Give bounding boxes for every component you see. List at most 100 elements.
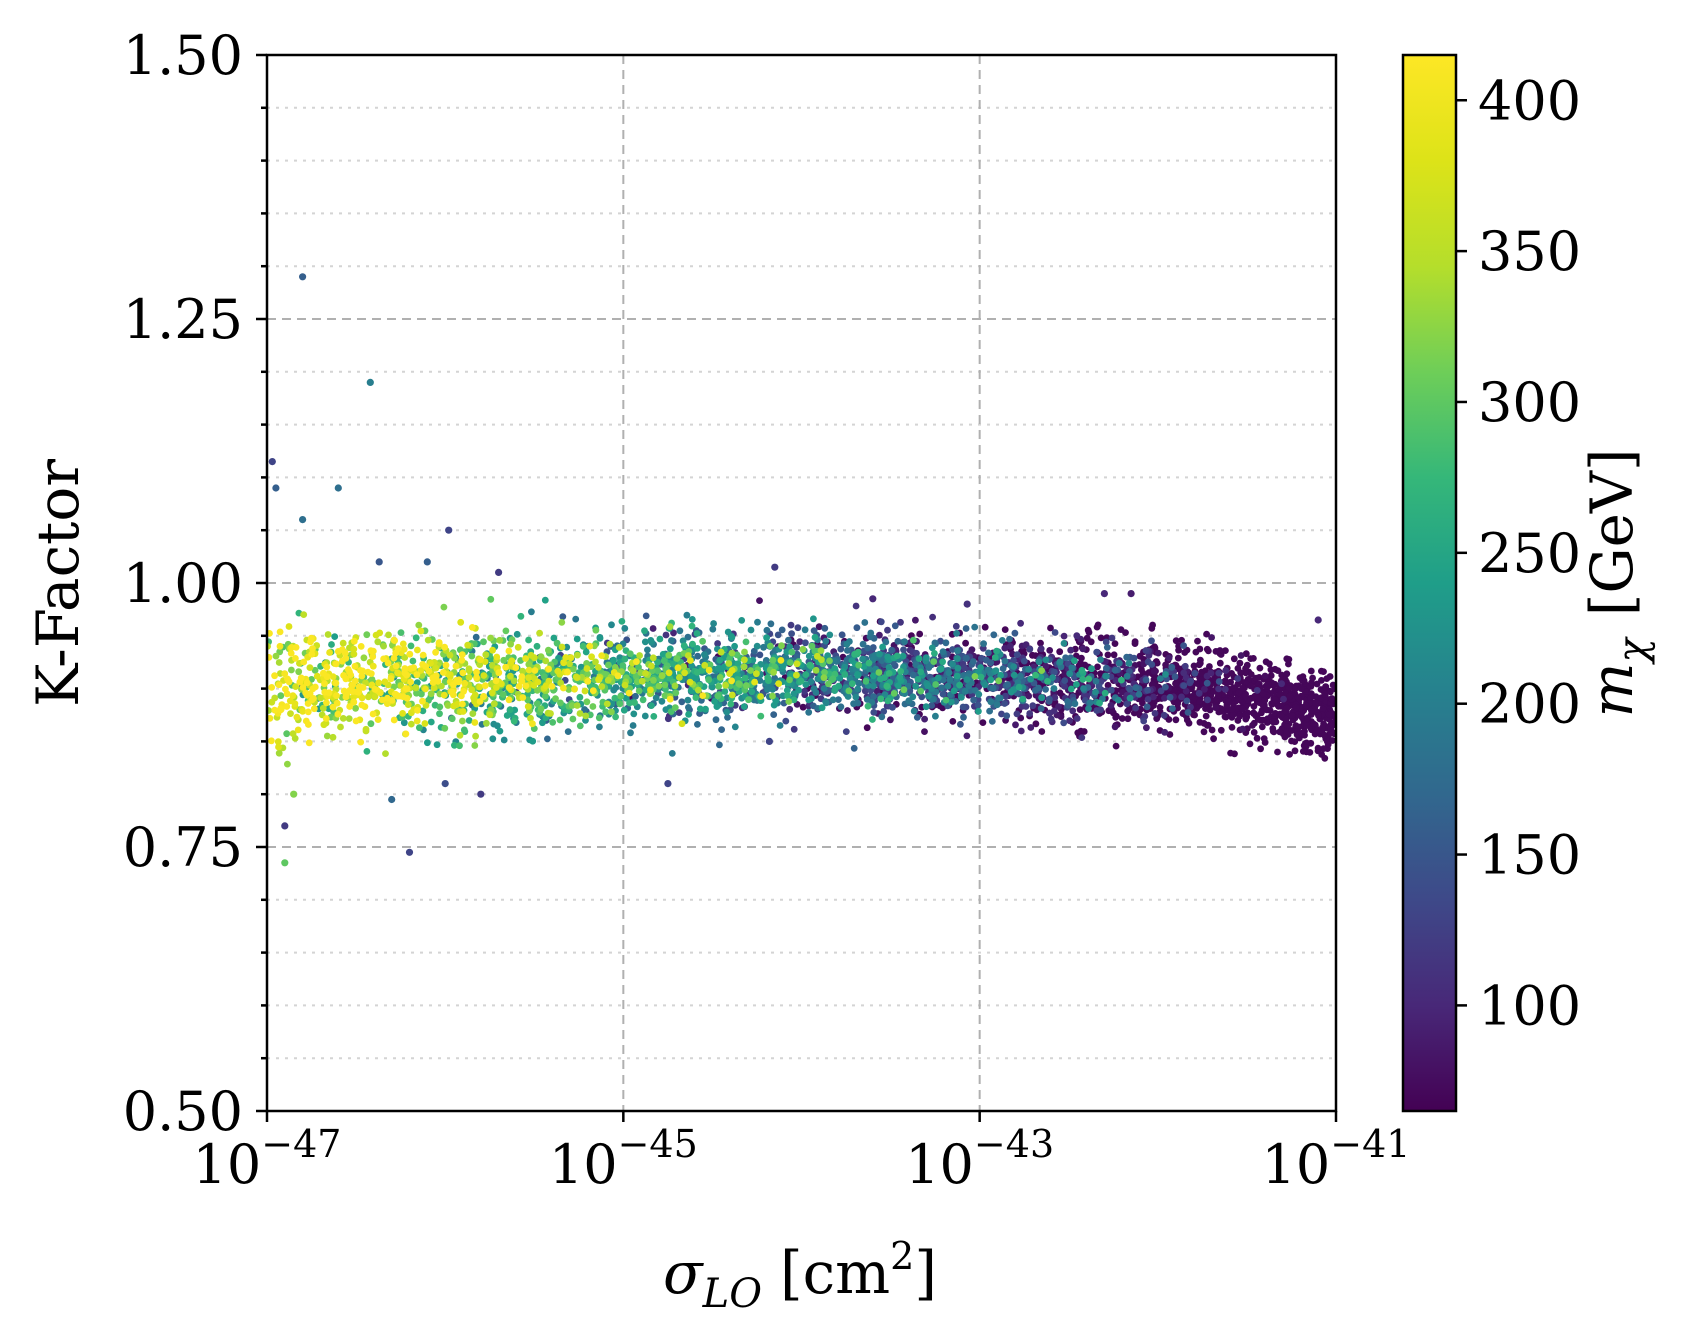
scatter-point bbox=[282, 685, 289, 693]
scatter-point bbox=[877, 618, 885, 626]
scatter-point bbox=[288, 666, 295, 674]
scatter-point-outlier bbox=[869, 595, 877, 603]
scatter-point bbox=[394, 645, 402, 652]
scatter-point bbox=[961, 687, 969, 695]
scatter-point bbox=[983, 656, 990, 664]
scatter-point bbox=[441, 643, 448, 651]
scatter-point bbox=[1299, 673, 1307, 681]
scatter-point bbox=[1222, 713, 1230, 721]
scatter-point bbox=[769, 656, 777, 664]
scatter-point bbox=[629, 722, 637, 729]
scatter-point bbox=[564, 668, 571, 676]
scatter-point bbox=[322, 715, 330, 722]
scatter-point bbox=[705, 666, 713, 674]
scatter-point bbox=[1095, 682, 1103, 690]
scatter-point bbox=[332, 660, 340, 668]
scatter-point bbox=[883, 682, 891, 690]
scatter-point bbox=[283, 730, 291, 738]
scatter-point bbox=[1066, 717, 1073, 725]
scatter-point bbox=[615, 644, 623, 651]
scatter-point bbox=[1060, 640, 1068, 647]
x-axis-symbol: σ bbox=[663, 1239, 704, 1307]
scatter-point bbox=[433, 741, 441, 749]
scatter-point bbox=[930, 658, 938, 665]
scatter-point bbox=[797, 677, 805, 685]
scatter-point bbox=[1123, 700, 1131, 708]
scatter-point bbox=[621, 625, 629, 632]
scatter-point bbox=[296, 678, 304, 686]
scatter-point bbox=[946, 675, 954, 683]
scatter-point bbox=[595, 664, 602, 671]
scatter-point bbox=[1038, 667, 1045, 674]
scatter-point bbox=[757, 693, 764, 700]
scatter-point bbox=[565, 686, 573, 693]
scatter-point bbox=[605, 661, 612, 669]
scatter-point bbox=[417, 627, 425, 635]
scatter-point bbox=[741, 656, 748, 664]
scatter-point bbox=[701, 661, 709, 669]
scatter-point bbox=[658, 672, 666, 680]
scatter-point bbox=[887, 716, 894, 724]
scatter-point bbox=[1302, 701, 1310, 709]
scatter-point bbox=[533, 700, 541, 708]
scatter-point bbox=[686, 678, 694, 686]
scatter-point bbox=[753, 642, 761, 650]
scatter-point bbox=[1263, 706, 1271, 714]
scatter-point bbox=[583, 665, 591, 672]
scatter-point bbox=[1181, 662, 1189, 670]
scatter-point bbox=[1135, 691, 1143, 698]
scatter-point bbox=[568, 702, 576, 709]
scatter-point bbox=[881, 674, 888, 681]
scatter-point bbox=[374, 716, 382, 723]
scatter-point bbox=[1060, 719, 1068, 727]
scatter-point bbox=[673, 655, 681, 662]
scatter-point bbox=[878, 713, 886, 721]
scatter-point bbox=[671, 682, 679, 690]
scatter-point bbox=[617, 692, 625, 700]
scatter-point bbox=[980, 640, 987, 648]
scatter-point bbox=[584, 678, 592, 685]
scatter-point bbox=[848, 680, 856, 688]
scatter-point bbox=[1092, 677, 1100, 685]
scatter-point bbox=[1126, 694, 1134, 702]
grid-lines bbox=[267, 55, 1336, 1111]
scatter-point bbox=[564, 728, 572, 735]
scatter-point bbox=[788, 630, 795, 637]
scatter-point bbox=[859, 640, 867, 648]
scatter-point bbox=[579, 642, 587, 650]
scatter-point bbox=[647, 686, 654, 694]
scatter-point bbox=[1321, 690, 1329, 698]
scatter-point bbox=[465, 674, 473, 681]
colorbar-ticks: 100 150 200 250 300 350 400 bbox=[1456, 69, 1581, 1037]
scatter-point bbox=[440, 603, 448, 611]
scatter-point bbox=[1123, 653, 1131, 661]
scatter-point bbox=[1025, 665, 1032, 673]
scatter-point bbox=[1281, 733, 1289, 741]
scatter-point bbox=[493, 653, 501, 661]
scatter-point bbox=[724, 628, 732, 636]
axis-ticks bbox=[256, 53, 1338, 1122]
scatter-point bbox=[900, 646, 907, 654]
scatter-point bbox=[450, 681, 457, 689]
scatter-point bbox=[767, 642, 774, 650]
scatter-point bbox=[616, 700, 624, 708]
scatter-point bbox=[931, 639, 939, 647]
scatter-point bbox=[867, 629, 875, 637]
scatter-point bbox=[584, 670, 591, 678]
scatter-point-outlier bbox=[366, 378, 374, 386]
scatter-point bbox=[1136, 652, 1144, 660]
scatter-point bbox=[1266, 660, 1273, 668]
scatter-point bbox=[1264, 680, 1272, 688]
scatter-point bbox=[534, 678, 542, 686]
scatter-point bbox=[1261, 672, 1269, 680]
scatter-point bbox=[861, 619, 869, 626]
scatter-point bbox=[912, 682, 919, 690]
scatter-point bbox=[1085, 705, 1092, 712]
scatter-point bbox=[680, 642, 688, 650]
scatter-point bbox=[369, 653, 377, 660]
scatter-point bbox=[774, 631, 782, 639]
scatter-point bbox=[489, 646, 496, 654]
scatter-point bbox=[424, 636, 432, 644]
scatter-point bbox=[635, 663, 642, 671]
scatter-point bbox=[678, 720, 686, 728]
